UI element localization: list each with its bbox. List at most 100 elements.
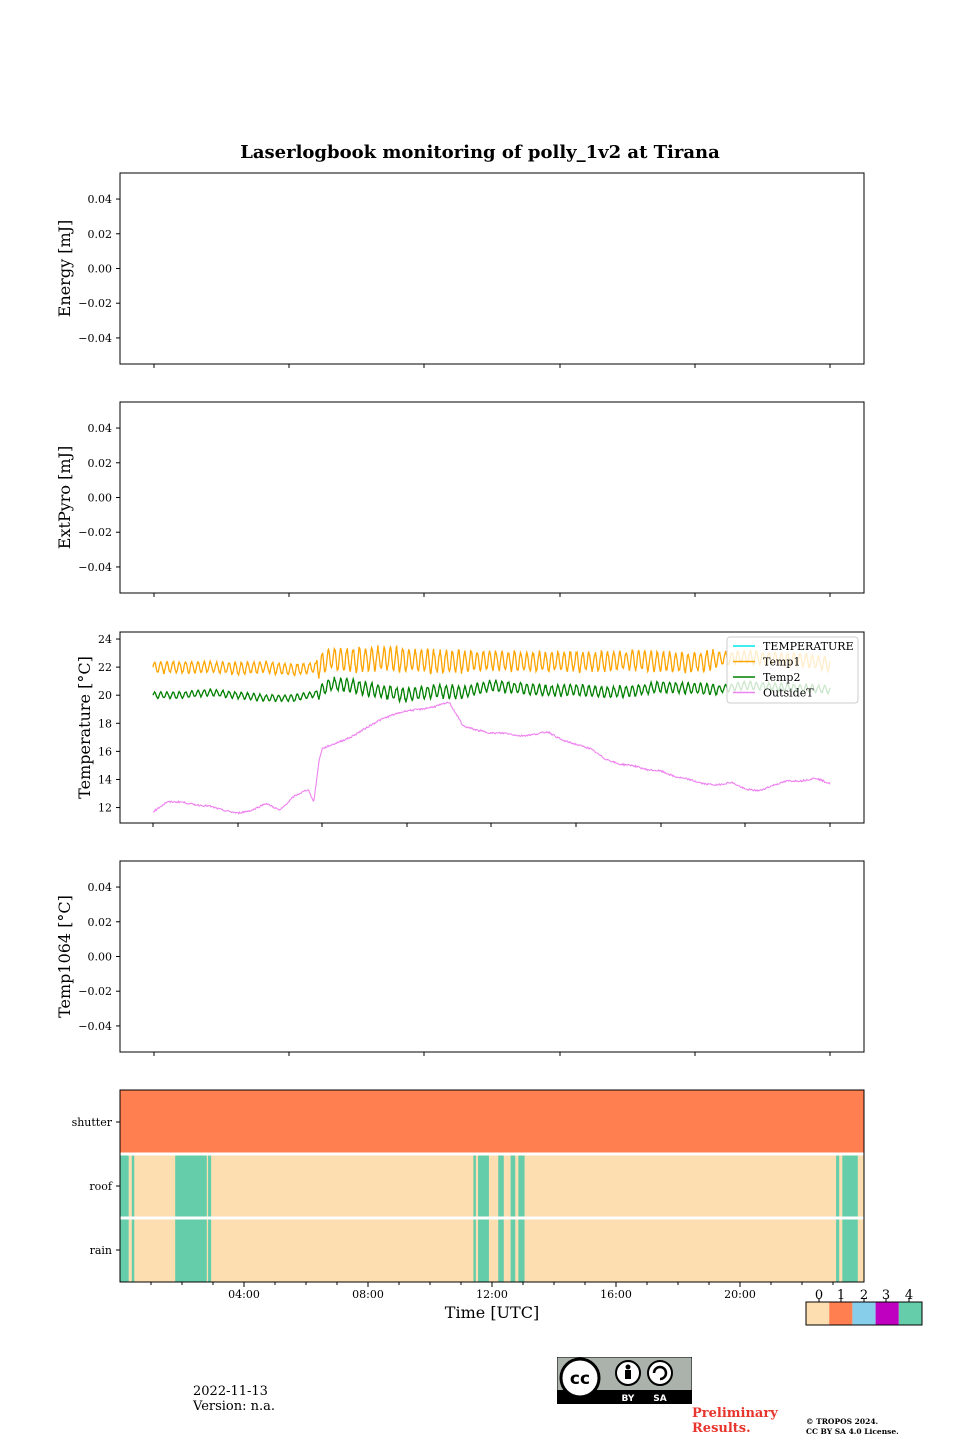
y-tick-label: −0.04: [78, 561, 112, 574]
energy-panel: 0.04 0.02 0.00 −0.02 −0.04 Energy [mJ]: [55, 172, 865, 368]
x-axis-label: Time [UTC]: [445, 1303, 539, 1322]
y-tick-label: 16: [98, 745, 112, 758]
status-panel: shutter roof rain 04:00 08:00 12:00 16:00 20:00…: [72, 1089, 865, 1322]
colorbar-tick-label: 0: [815, 1288, 823, 1303]
status-segment-roof: [208, 1154, 212, 1218]
colorbar-tick-label: 1: [837, 1288, 845, 1303]
colorbar-cell-2: [852, 1302, 876, 1325]
legend-label-temp2: Temp2: [763, 671, 800, 684]
outsidet-line: [152, 701, 831, 815]
y-tick-label: 18: [98, 717, 112, 730]
colorbar-tick-label: 2: [860, 1288, 868, 1303]
y-tick-label: 0.04: [88, 881, 113, 894]
status-segment-roof: [510, 1154, 516, 1218]
plot-frame: [119, 172, 865, 365]
colorbar-tick-label: 3: [882, 1288, 890, 1303]
status-segment-rain: [208, 1218, 212, 1282]
status-segment-rain: [498, 1218, 504, 1282]
sa-icon: [647, 1360, 673, 1386]
y-tick-label: 0.00: [88, 263, 113, 276]
y-tick-label: 0.04: [88, 193, 113, 206]
y-tick-label: 24: [98, 633, 112, 646]
status-segment-rain: [836, 1218, 840, 1282]
status-segment-roof: [478, 1154, 489, 1218]
status-segment-rain: [473, 1218, 476, 1282]
y-tick-label: 0.04: [88, 422, 113, 435]
figure-title: Laserlogbook monitoring of polly_1v2 at …: [240, 142, 720, 163]
status-segment-rain: [120, 1218, 129, 1282]
plot-frame: [119, 860, 865, 1053]
y-tick-label: −0.02: [78, 985, 112, 998]
status-segment-rain: [175, 1218, 207, 1282]
status-row-label-roof: roof: [89, 1180, 113, 1193]
status-segment-rain: [510, 1218, 516, 1282]
status-segment-roof: [518, 1154, 525, 1218]
cc-by-sa-badge: cc BY SA: [556, 1356, 693, 1408]
cc-text: cc: [570, 1369, 590, 1389]
y-tick-label: −0.04: [78, 1020, 112, 1033]
y-axis-label: ExtPyro [mJ]: [55, 446, 74, 549]
temp1064-panel: 0.04 0.02 0.00 −0.02 −0.04 Temp1064 [°C]: [55, 860, 865, 1056]
y-tick-label: 0.02: [88, 916, 113, 929]
colorbar-cell-1: [829, 1302, 853, 1325]
legend-label-temperature: TEMPERATURE: [763, 640, 854, 653]
temperature-panel: 24 22 20 18 16 14 12 Temperature [°C] TEMPERATUR…: [75, 631, 865, 827]
y-axis-label: Temperature [°C]: [75, 656, 94, 799]
status-segment-roof: [836, 1154, 840, 1218]
x-tick-label: 04:00: [228, 1288, 260, 1301]
y-tick-label: −0.02: [78, 297, 112, 310]
copyright-line-1: © TROPOS 2024.: [806, 1417, 879, 1426]
x-tick-label: 08:00: [352, 1288, 384, 1301]
status-segment-rain: [131, 1218, 135, 1282]
status-row-label-rain: rain: [90, 1244, 112, 1257]
status-segment-shutter: [120, 1090, 864, 1154]
legend-frame: [726, 636, 859, 704]
temp1-line: [152, 644, 831, 679]
status-segment-roof: [120, 1154, 129, 1218]
y-tick-label: 0.02: [88, 228, 113, 241]
status-segment-rain: [842, 1218, 858, 1282]
status-segment-rain: [478, 1218, 489, 1282]
status-segment-roof: [175, 1154, 207, 1218]
status-segment-rain: [518, 1218, 525, 1282]
status-row-roof: [120, 1154, 864, 1218]
y-axis-label: Temp1064 [°C]: [55, 895, 74, 1018]
copyright-line-2: CC BY SA 4.0 License.: [806, 1427, 899, 1436]
y-tick-label: 12: [98, 802, 112, 815]
colorbar-tick-label: 4: [905, 1288, 913, 1303]
y-tick-label: 0.02: [88, 457, 113, 470]
x-tick-label: 16:00: [600, 1288, 632, 1301]
x-tick-label: 20:00: [724, 1288, 756, 1301]
footer-version: Version: n.a.: [193, 1399, 276, 1414]
status-row-rain: [120, 1218, 864, 1282]
status-segment-roof: [473, 1154, 476, 1218]
footer-date: 2022-11-13: [193, 1384, 268, 1399]
plot-frame: [119, 401, 865, 594]
status-row-label-shutter: shutter: [72, 1116, 113, 1129]
colorbar-cell-3: [875, 1302, 899, 1325]
y-axis-label: Energy [mJ]: [55, 220, 74, 318]
colorbar-cell-4: [898, 1302, 922, 1325]
legend-label-temp1: Temp1: [763, 656, 800, 669]
extpyro-panel: 0.04 0.02 0.00 −0.02 −0.04 ExtPyro [mJ]: [55, 401, 865, 597]
colorbar-cell-0: [806, 1302, 830, 1325]
y-tick-label: 20: [98, 689, 112, 702]
by-text: BY: [622, 1394, 635, 1404]
copyright-note: © TROPOS 2024. CC BY SA 4.0 License.: [806, 1417, 956, 1437]
status-segment-roof: [498, 1154, 504, 1218]
sa-text: SA: [653, 1394, 666, 1404]
y-tick-label: 14: [98, 773, 112, 786]
y-tick-label: 0.00: [88, 492, 113, 505]
y-tick-label: −0.02: [78, 526, 112, 539]
preliminary-note: Preliminary Results.: [692, 1406, 778, 1436]
status-segment-roof: [842, 1154, 858, 1218]
y-tick-label: −0.04: [78, 332, 112, 345]
temp2-line: [152, 676, 831, 705]
legend-label-outsidet: OutsideT: [763, 687, 814, 700]
x-tick-label: 12:00: [476, 1288, 508, 1301]
y-tick-label: 0.00: [88, 951, 113, 964]
status-segment-roof: [131, 1154, 135, 1218]
y-tick-label: 22: [98, 661, 112, 674]
